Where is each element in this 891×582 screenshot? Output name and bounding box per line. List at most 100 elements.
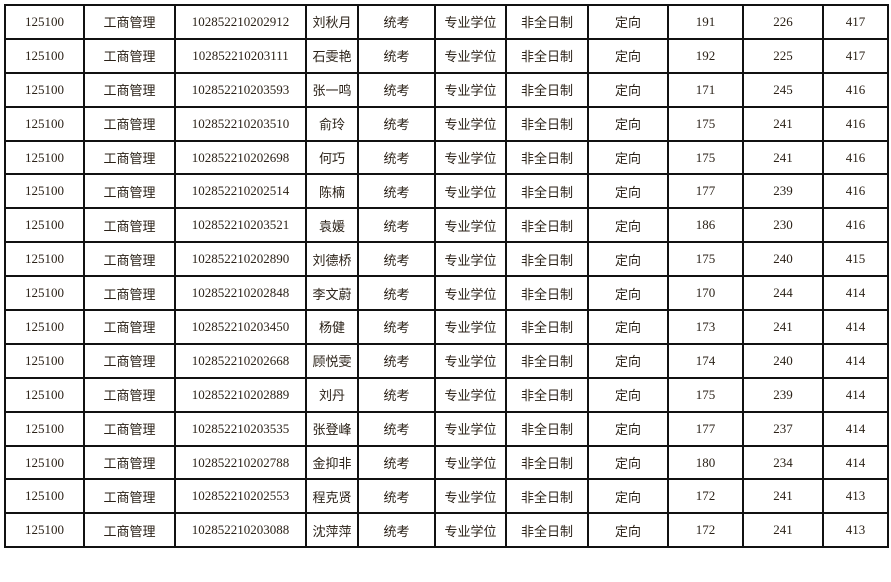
degree-type-cell: 专业学位 [434, 512, 507, 549]
exam-type-cell: 统考 [357, 444, 436, 481]
major-name-cell: 工商管理 [83, 71, 176, 108]
orientation-cell: 定向 [587, 4, 669, 40]
study-mode-cell: 非全日制 [505, 4, 589, 40]
degree-type-cell: 专业学位 [434, 376, 507, 413]
name-cell: 陈楠 [305, 173, 359, 210]
degree-type-cell: 专业学位 [434, 207, 507, 244]
candidate-id-cell: 102852210203593 [174, 71, 307, 108]
table-row: 125100 工商管理 102852210203593 张一鸣 统考 专业学位 非全日制 定向… [4, 71, 889, 108]
table-row: 125100 工商管理 102852210202889 刘丹 统考 专业学位 非全日制 定向 1… [4, 376, 889, 413]
major-name-cell: 工商管理 [83, 241, 176, 278]
candidate-id-cell: 102852210203111 [174, 37, 307, 74]
name-cell: 何巧 [305, 139, 359, 176]
candidate-id-cell: 102852210203450 [174, 309, 307, 345]
major-name-cell: 工商管理 [83, 105, 176, 142]
major-name-cell: 工商管理 [83, 37, 176, 74]
total-score-cell: 414 [822, 309, 889, 345]
major-name-cell: 工商管理 [83, 207, 176, 244]
orientation-cell: 定向 [587, 173, 669, 210]
total-score-cell: 417 [822, 4, 889, 40]
exam-type-cell: 统考 [357, 173, 436, 210]
exam-type-cell: 统考 [357, 207, 436, 244]
orientation-cell: 定向 [587, 275, 669, 312]
degree-type-cell: 专业学位 [434, 444, 507, 481]
name-cell: 沈萍萍 [305, 512, 359, 549]
total-score-cell: 416 [822, 207, 889, 244]
candidate-id-cell: 102852210203510 [174, 105, 307, 142]
degree-type-cell: 专业学位 [434, 173, 507, 210]
total-score-cell: 414 [822, 410, 889, 447]
total-score-cell: 413 [822, 512, 889, 549]
score-a-cell: 172 [667, 512, 744, 549]
score-a-cell: 175 [667, 376, 744, 413]
candidate-id-cell: 102852210203521 [174, 207, 307, 244]
total-score-cell: 417 [822, 37, 889, 74]
major-code-cell: 125100 [4, 410, 85, 447]
total-score-cell: 413 [822, 478, 889, 515]
major-code-cell: 125100 [4, 478, 85, 515]
major-code-cell: 125100 [4, 71, 85, 108]
table-row: 125100 工商管理 102852210202698 何巧 统考 专业学位 非全日制 定向 1… [4, 139, 889, 176]
major-code-cell: 125100 [4, 309, 85, 345]
name-cell: 俞玲 [305, 105, 359, 142]
major-code-cell: 125100 [4, 105, 85, 142]
score-b-cell: 241 [742, 139, 824, 176]
study-mode-cell: 非全日制 [505, 275, 589, 312]
major-name-cell: 工商管理 [83, 512, 176, 549]
study-mode-cell: 非全日制 [505, 241, 589, 278]
study-mode-cell: 非全日制 [505, 342, 589, 379]
table-row: 125100 工商管理 102852210202514 陈楠 统考 专业学位 非全日制 定向 1… [4, 173, 889, 210]
score-b-cell: 244 [742, 275, 824, 312]
orientation-cell: 定向 [587, 444, 669, 481]
candidate-id-cell: 102852210202514 [174, 173, 307, 210]
exam-type-cell: 统考 [357, 275, 436, 312]
major-name-cell: 工商管理 [83, 410, 176, 447]
table-row: 125100 工商管理 102852210202668 顾悦雯 统考 专业学位 非全日制 定向… [4, 342, 889, 379]
candidate-id-cell: 102852210202912 [174, 4, 307, 40]
study-mode-cell: 非全日制 [505, 309, 589, 345]
name-cell: 金抑非 [305, 444, 359, 481]
name-cell: 刘德桥 [305, 241, 359, 278]
candidate-id-cell: 102852210202788 [174, 444, 307, 481]
exam-type-cell: 统考 [357, 478, 436, 515]
score-a-cell: 174 [667, 342, 744, 379]
total-score-cell: 414 [822, 444, 889, 481]
candidate-id-cell: 102852210202668 [174, 342, 307, 379]
table-row: 125100 工商管理 102852210202788 金抑非 统考 专业学位 非全日制 定向… [4, 444, 889, 481]
orientation-cell: 定向 [587, 342, 669, 379]
score-b-cell: 245 [742, 71, 824, 108]
score-b-cell: 230 [742, 207, 824, 244]
study-mode-cell: 非全日制 [505, 139, 589, 176]
degree-type-cell: 专业学位 [434, 309, 507, 345]
orientation-cell: 定向 [587, 241, 669, 278]
major-code-cell: 125100 [4, 37, 85, 74]
total-score-cell: 416 [822, 105, 889, 142]
degree-type-cell: 专业学位 [434, 410, 507, 447]
candidate-id-cell: 102852210202889 [174, 376, 307, 413]
exam-type-cell: 统考 [357, 241, 436, 278]
exam-type-cell: 统考 [357, 71, 436, 108]
table-row: 125100 工商管理 102852210203521 袁媛 统考 专业学位 非全日制 定向 1… [4, 207, 889, 244]
major-name-cell: 工商管理 [83, 139, 176, 176]
exam-type-cell: 统考 [357, 342, 436, 379]
exam-type-cell: 统考 [357, 410, 436, 447]
score-a-cell: 172 [667, 478, 744, 515]
candidate-id-cell: 102852210202553 [174, 478, 307, 515]
orientation-cell: 定向 [587, 139, 669, 176]
study-mode-cell: 非全日制 [505, 444, 589, 481]
major-name-cell: 工商管理 [83, 478, 176, 515]
major-code-cell: 125100 [4, 4, 85, 40]
name-cell: 刘丹 [305, 376, 359, 413]
total-score-cell: 416 [822, 71, 889, 108]
score-b-cell: 234 [742, 444, 824, 481]
total-score-cell: 416 [822, 173, 889, 210]
score-b-cell: 240 [742, 342, 824, 379]
table-row: 125100 工商管理 102852210203088 沈萍萍 统考 专业学位 非全日制 定向… [4, 512, 889, 549]
exam-type-cell: 统考 [357, 105, 436, 142]
score-a-cell: 171 [667, 71, 744, 108]
score-b-cell: 240 [742, 241, 824, 278]
orientation-cell: 定向 [587, 512, 669, 549]
candidate-id-cell: 102852210203088 [174, 512, 307, 549]
table-row: 125100 工商管理 102852210203535 张登峰 统考 专业学位 非全日制 定向… [4, 410, 889, 447]
major-code-cell: 125100 [4, 173, 85, 210]
